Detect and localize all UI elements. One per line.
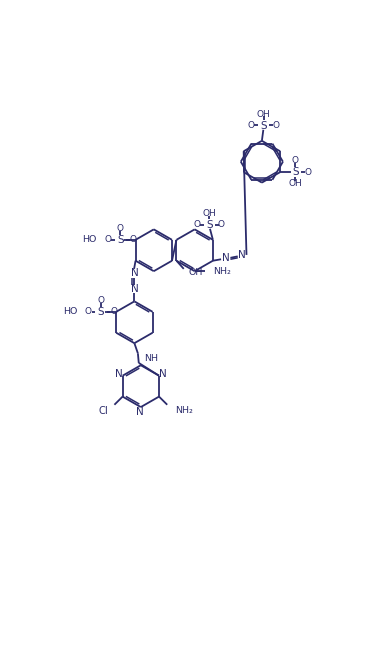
Text: N: N bbox=[159, 369, 167, 379]
Text: S: S bbox=[206, 220, 213, 230]
Text: O: O bbox=[218, 220, 225, 229]
Text: O: O bbox=[291, 156, 298, 165]
Text: O: O bbox=[104, 236, 111, 244]
Text: N: N bbox=[115, 369, 123, 379]
Text: S: S bbox=[260, 120, 267, 131]
Text: S: S bbox=[292, 167, 299, 177]
Text: O: O bbox=[110, 307, 117, 316]
Text: NH₂: NH₂ bbox=[213, 266, 231, 276]
Text: Cl: Cl bbox=[99, 405, 109, 416]
Text: HO: HO bbox=[82, 236, 97, 244]
Text: S: S bbox=[98, 307, 104, 316]
Text: S: S bbox=[117, 235, 124, 245]
Text: OH: OH bbox=[203, 209, 216, 218]
Text: N: N bbox=[130, 284, 138, 294]
Text: N: N bbox=[130, 268, 138, 278]
Text: OH: OH bbox=[257, 110, 271, 119]
Text: O: O bbox=[129, 236, 136, 244]
Text: OH: OH bbox=[289, 179, 302, 188]
Text: N: N bbox=[238, 251, 246, 261]
Text: O: O bbox=[116, 224, 124, 234]
Text: O: O bbox=[98, 296, 104, 305]
Text: N: N bbox=[222, 253, 229, 263]
Text: OH: OH bbox=[189, 268, 203, 278]
Text: NH: NH bbox=[145, 354, 159, 363]
Text: N: N bbox=[136, 407, 144, 417]
Text: O: O bbox=[193, 220, 200, 229]
Text: HO: HO bbox=[63, 307, 77, 316]
Text: NH₂: NH₂ bbox=[175, 406, 193, 415]
Text: O: O bbox=[248, 120, 255, 130]
Text: O: O bbox=[273, 120, 279, 130]
Text: O: O bbox=[305, 168, 312, 176]
Text: O: O bbox=[85, 307, 92, 316]
